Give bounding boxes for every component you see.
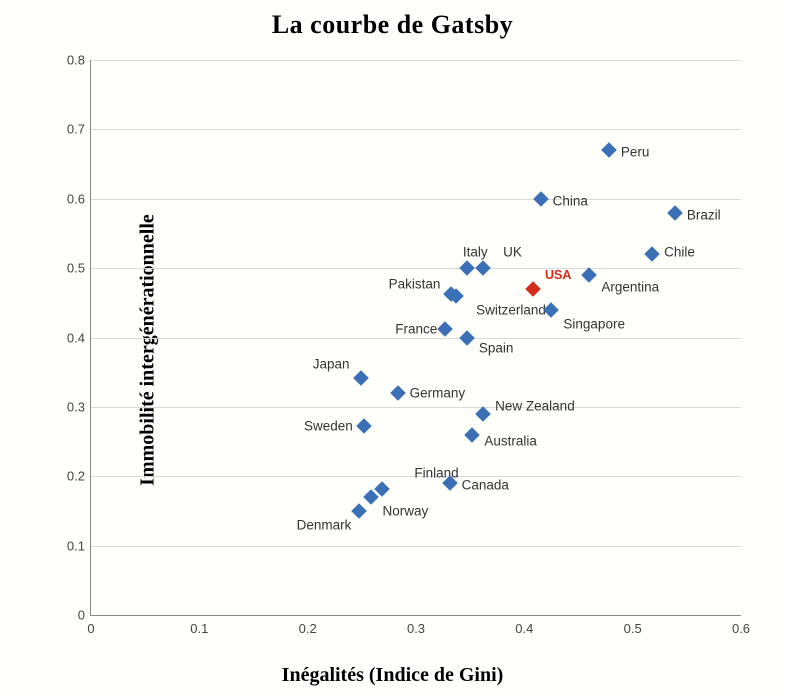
data-point-label: Canada (462, 478, 509, 493)
y-tick-label: 0.8 (67, 53, 85, 68)
data-point (475, 406, 491, 422)
data-point (459, 260, 475, 276)
data-point (475, 260, 491, 276)
data-point (644, 246, 660, 262)
gridline (91, 407, 741, 408)
x-tick-label: 0 (87, 621, 94, 636)
data-point-label: Peru (621, 145, 650, 160)
data-point (375, 481, 391, 497)
data-point (525, 281, 541, 297)
y-tick-label: 0.3 (67, 399, 85, 414)
data-point (353, 370, 369, 386)
data-point-label: France (395, 322, 437, 337)
chart-container: { "chart": { "type": "scatter", "title":… (0, 0, 785, 699)
plot-area: 00.10.20.30.40.50.60.70.800.10.20.30.40.… (90, 60, 741, 616)
x-tick-label: 0.5 (624, 621, 642, 636)
gridline (91, 60, 741, 61)
data-point-label: Denmark (297, 517, 352, 532)
x-tick-label: 0.2 (299, 621, 317, 636)
data-point-label: Germany (410, 386, 466, 401)
data-point (465, 427, 481, 443)
x-axis-label: Inégalités (Indice de Gini) (0, 664, 785, 687)
gridline (91, 546, 741, 547)
x-tick-label: 0.1 (190, 621, 208, 636)
data-point-label: Australia (484, 433, 537, 448)
x-tick-label: 0.4 (515, 621, 533, 636)
y-tick-label: 0.5 (67, 261, 85, 276)
data-point (582, 267, 598, 283)
data-point (459, 330, 475, 346)
y-tick-label: 0.1 (67, 538, 85, 553)
data-point (601, 142, 617, 158)
data-point (533, 191, 549, 207)
y-tick-label: 0.6 (67, 191, 85, 206)
x-tick-label: 0.6 (732, 621, 750, 636)
y-tick-label: 0.7 (67, 122, 85, 137)
data-point-label: Sweden (304, 419, 353, 434)
data-point-label: Argentina (601, 280, 659, 295)
data-point-label: Brazil (687, 207, 721, 222)
data-point-label: Norway (383, 504, 429, 519)
data-point (390, 385, 406, 401)
data-point-label: Japan (313, 356, 350, 371)
gridline (91, 129, 741, 130)
data-point-label: Switzerland (476, 302, 546, 317)
x-tick-label: 0.3 (407, 621, 425, 636)
data-point-label: New Zealand (495, 398, 575, 413)
data-point-label: China (553, 193, 588, 208)
gridline (91, 268, 741, 269)
data-point (667, 205, 683, 221)
data-point-label: USA (545, 268, 571, 282)
y-tick-label: 0 (78, 608, 85, 623)
data-point (351, 503, 367, 519)
data-point (544, 302, 560, 318)
data-point-label: Italy (463, 245, 488, 260)
data-point-label: Chile (664, 245, 695, 260)
data-point-label: Pakistan (389, 277, 441, 292)
data-point-label: Spain (479, 340, 514, 355)
chart-title: La courbe de Gatsby (0, 10, 785, 40)
y-tick-label: 0.2 (67, 469, 85, 484)
data-point-label: Singapore (563, 316, 625, 331)
gridline (91, 338, 741, 339)
data-point (356, 419, 372, 435)
data-point (437, 321, 453, 337)
gridline (91, 199, 741, 200)
y-tick-label: 0.4 (67, 330, 85, 345)
data-point-label: UK (503, 245, 522, 260)
